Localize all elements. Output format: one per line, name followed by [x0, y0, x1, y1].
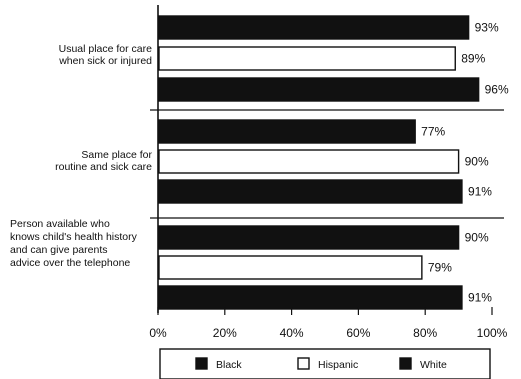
bar-label-hispanic-0: 89% [461, 52, 485, 66]
x-tick-label-2: 40% [280, 326, 304, 340]
x-axis: 0% 20% 40% 60% 80% 100% [149, 5, 508, 340]
bar-hispanic-0 [158, 46, 456, 71]
category-label-0: Usual place for care when sick or injured [58, 43, 152, 67]
bar-white-1 [158, 179, 463, 204]
bar-hispanic-1 [158, 149, 460, 174]
legend-label-hispanic: Hispanic [318, 359, 358, 371]
legend-swatch-white [399, 357, 412, 370]
bar-label-black-2: 90% [465, 231, 489, 245]
legend-swatch-black [195, 357, 208, 370]
bar-label-white-0: 96% [485, 83, 509, 97]
x-tick-label-5: 100% [477, 326, 508, 340]
bar-label-black-1: 77% [421, 125, 445, 139]
bar-black-1 [158, 119, 416, 144]
bars [158, 15, 480, 310]
bar-value-labels: 93% 77% 90% 89% 90% 79% 96% 91% 91% [421, 21, 509, 305]
x-tick-label-0: 0% [149, 326, 167, 340]
bar-hispanic-2 [158, 255, 423, 280]
legend: Black Hispanic White [159, 348, 491, 379]
x-tick-label-4: 80% [413, 326, 437, 340]
category-label-2: Person available who knows child's health… [10, 218, 138, 269]
category-labels: Usual place for care when sick or injured… [10, 43, 152, 269]
bar-black-0 [158, 15, 470, 40]
bar-label-white-2: 91% [468, 291, 492, 305]
category-label-1: Same place for routine and sick care [55, 149, 152, 173]
legend-label-black: Black [216, 359, 242, 371]
group-separators [150, 109, 504, 219]
bar-white-0 [158, 77, 480, 102]
legend-swatch-hispanic [297, 357, 310, 370]
bar-label-hispanic-1: 90% [465, 155, 489, 169]
legend-box [159, 348, 491, 379]
x-tick-label-3: 60% [346, 326, 370, 340]
bar-black-2 [158, 225, 460, 250]
bar-white-2 [158, 285, 463, 310]
bar-label-hispanic-2: 79% [428, 261, 452, 275]
bar-label-black-0: 93% [475, 21, 499, 35]
x-tick-label-1: 20% [213, 326, 237, 340]
legend-label-white: White [420, 359, 447, 371]
bar-label-white-1: 91% [468, 185, 492, 199]
